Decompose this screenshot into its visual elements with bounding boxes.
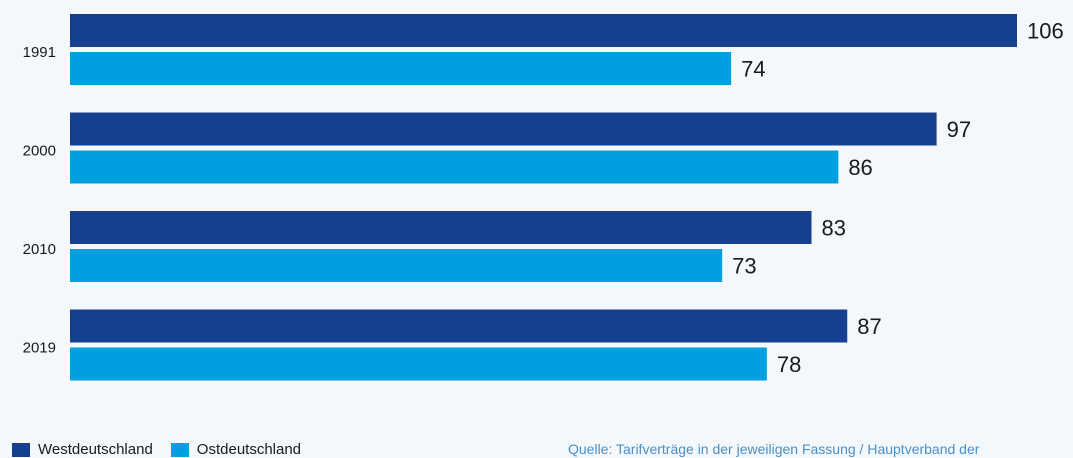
bar bbox=[70, 249, 723, 282]
y-tick-label: 2000 bbox=[23, 143, 56, 160]
legend-label-west: Westdeutschland bbox=[38, 441, 153, 458]
bar bbox=[70, 112, 937, 146]
legend-swatch-ost bbox=[170, 442, 189, 457]
bar bbox=[70, 52, 732, 85]
data-label: 78 bbox=[777, 352, 801, 377]
bar bbox=[70, 309, 848, 343]
y-tick-label: 1991 bbox=[23, 44, 56, 61]
data-label: 83 bbox=[822, 216, 846, 241]
legend-item-west: Westdeutschland bbox=[12, 441, 153, 458]
data-label: 106 bbox=[1027, 19, 1064, 44]
legend: Westdeutschland Ostdeutschland bbox=[12, 441, 301, 458]
y-tick-label: 2019 bbox=[23, 340, 56, 357]
y-tick-label: 2010 bbox=[23, 241, 56, 258]
legend-swatch-west bbox=[12, 442, 30, 457]
data-label: 74 bbox=[741, 57, 765, 82]
bar bbox=[70, 14, 1017, 47]
bar-chart: 1991 106 74 2000 97 86 2010 83 73 2019 87 78 bbox=[23, 14, 1064, 381]
bar bbox=[70, 211, 812, 244]
legend-item-ost: Ostdeutschland bbox=[170, 441, 302, 458]
legend-label-ost: Ostdeutschland bbox=[196, 441, 302, 458]
source-note: Quelle: Tarifverträge in der jeweiligen … bbox=[568, 441, 980, 457]
data-label: 73 bbox=[732, 254, 756, 279]
data-label: 87 bbox=[857, 314, 881, 339]
bar bbox=[70, 150, 839, 184]
data-label: 97 bbox=[947, 117, 971, 142]
data-label: 86 bbox=[848, 155, 872, 180]
bar bbox=[70, 347, 767, 381]
